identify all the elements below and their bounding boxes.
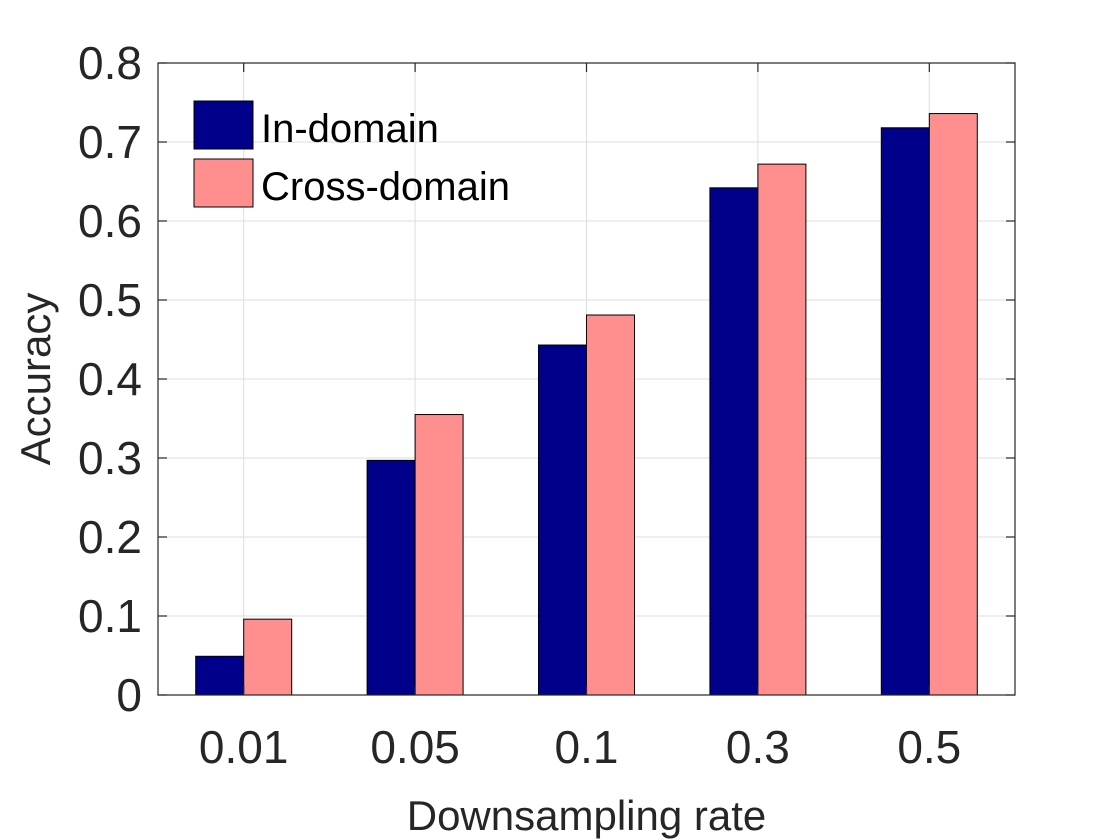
bar-in-domain-0-01 (195, 655, 245, 696)
y-tick-label: 0.1 (78, 590, 142, 642)
y-tick-label: 0.3 (78, 432, 142, 484)
y-tick-label: 0 (116, 669, 142, 721)
bar-in-domain-0-1 (538, 344, 587, 696)
legend: In-domain Cross-domain (193, 100, 510, 209)
y-tick-label: 0.2 (78, 511, 142, 563)
y-axis-title: Accuracy (12, 293, 59, 466)
y-tick-label: 0.4 (78, 353, 142, 405)
legend-swatch-cross-domain (193, 158, 254, 208)
x-tick-labels: 0.01 0.05 0.1 0.3 0.5 (199, 721, 961, 773)
y-tick-labels: 0 0.1 0.2 0.3 0.4 0.5 0.6 0.7 0.8 (78, 37, 142, 721)
bar-cross-domain-0-01 (243, 618, 293, 696)
bar-in-domain-0-5 (880, 127, 930, 696)
bar-cross-domain-0-05 (414, 414, 464, 696)
x-tick-label: 0.1 (555, 721, 619, 773)
x-tick-label: 0.01 (199, 721, 289, 773)
bar-cross-domain-0-3 (757, 163, 807, 696)
bar-cross-domain-0-5 (928, 113, 978, 696)
legend-label-in-domain: In-domain (261, 107, 439, 151)
y-tick-label: 0.7 (78, 116, 142, 168)
x-tick-label: 0.3 (726, 721, 790, 773)
x-tick-label: 0.5 (897, 721, 961, 773)
bar-in-domain-0-05 (366, 459, 416, 696)
y-tick-label: 0.5 (78, 274, 142, 326)
x-tick-label: 0.05 (370, 721, 460, 773)
bar-cross-domain-0-1 (586, 314, 635, 696)
bars (195, 113, 978, 696)
legend-swatch-in-domain (193, 100, 254, 150)
tick-marks (158, 62, 1015, 696)
y-tick-label: 0.6 (78, 195, 142, 247)
x-axis-title: Downsampling rate (407, 792, 767, 839)
legend-label-cross-domain: Cross-domain (261, 165, 510, 209)
y-tick-label: 0.8 (78, 37, 142, 89)
bar-in-domain-0-3 (709, 187, 759, 696)
